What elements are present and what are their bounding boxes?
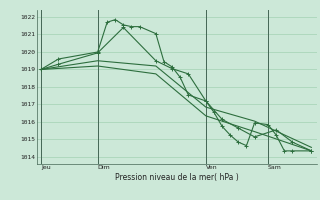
X-axis label: Pression niveau de la mer( hPa ): Pression niveau de la mer( hPa ) — [115, 173, 239, 182]
